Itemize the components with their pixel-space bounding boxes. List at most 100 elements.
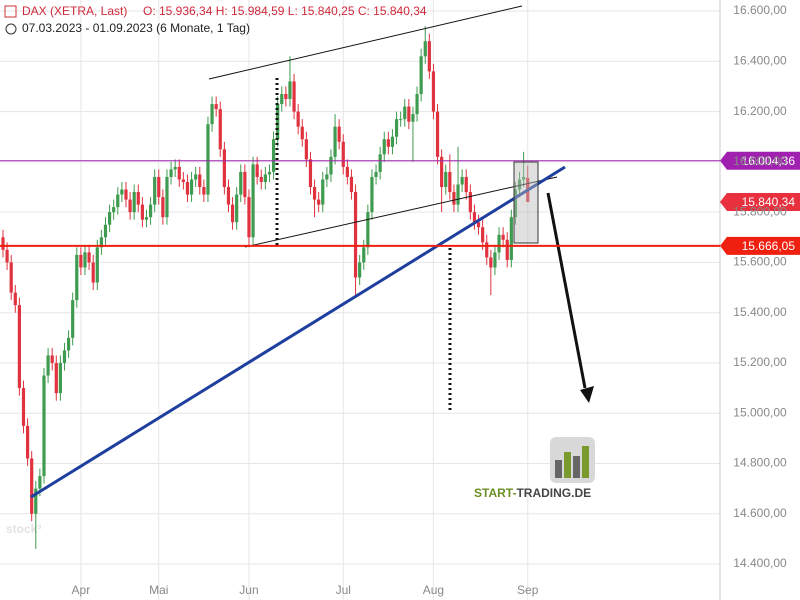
y-tick-label: 14.800,00 [733, 456, 787, 470]
candle-body [276, 104, 280, 140]
candle-body [358, 262, 362, 278]
candle-body [5, 249, 9, 263]
x-tick-label: Jun [239, 583, 258, 597]
y-tick-label: 15.600,00 [733, 255, 787, 269]
candle-body [87, 252, 91, 263]
annotations [30, 5, 594, 499]
candle-body [308, 159, 313, 188]
candle-body [353, 192, 358, 278]
candle-body [132, 192, 136, 213]
candle-body [370, 176, 374, 213]
candle-body [181, 179, 185, 182]
candle-body [337, 126, 341, 142]
candle-body [107, 212, 112, 225]
candle-body [362, 247, 366, 263]
candle-body [124, 189, 128, 200]
candle-body [71, 300, 75, 338]
candle-body [165, 176, 169, 218]
candle-body [386, 139, 390, 147]
candle-body [431, 71, 436, 112]
candle-body [177, 166, 181, 180]
candle-body [366, 212, 370, 248]
price-tag-label: 16.004,36 [742, 154, 796, 168]
candle-body [341, 141, 345, 167]
candle-body [206, 124, 210, 195]
candle-body [456, 184, 460, 205]
candle-body [497, 234, 501, 253]
candle-body [210, 104, 214, 125]
candle-body [185, 181, 190, 195]
candle-body [46, 355, 50, 376]
candle-body [112, 207, 116, 213]
candle-body [218, 109, 222, 150]
candle-body [54, 362, 58, 394]
candle-body [403, 106, 407, 120]
candle-body [169, 169, 173, 177]
candle-body [79, 254, 83, 268]
header-ohlc: O: 15.936,34 H: 15.984,59 L: 15.840,25 C… [143, 4, 427, 18]
y-tick-label: 15.200,00 [733, 355, 787, 369]
candle-body [21, 388, 26, 426]
candle-body [325, 174, 329, 180]
candle-body [513, 189, 518, 218]
candle-body [435, 111, 440, 157]
candle-body [284, 94, 288, 100]
candle-body [394, 119, 399, 137]
candle-body [222, 149, 226, 188]
price-tag [720, 193, 800, 212]
y-tick-label: 15.400,00 [733, 305, 787, 319]
candle-body [267, 171, 272, 175]
candle-body [481, 227, 485, 243]
candle-body [128, 199, 132, 213]
candle-body [468, 192, 472, 213]
candle-body [198, 174, 202, 188]
candle-body [255, 164, 259, 177]
candle-body [427, 41, 431, 72]
candle-body [75, 254, 79, 301]
candle-body [116, 194, 120, 208]
price-tag [720, 151, 800, 170]
candle-body [136, 192, 140, 205]
logo-text: START-TRADING.DE [474, 486, 591, 500]
candle-body [329, 156, 333, 175]
candle-body [300, 126, 304, 140]
x-tick-label: Apr [72, 583, 91, 597]
candle-body [34, 488, 38, 514]
x-tick-label: Sep [517, 583, 539, 597]
candle-body [296, 111, 300, 127]
candle-body [50, 355, 54, 363]
candle-body [292, 81, 296, 112]
y-tick-label: 15.000,00 [733, 405, 787, 419]
candle-body [189, 179, 194, 195]
candle-body [247, 197, 251, 238]
candle-body [464, 176, 468, 193]
candle-body [522, 176, 526, 180]
candle-body [333, 126, 337, 157]
candle-body [243, 171, 247, 198]
candle-body [382, 139, 386, 155]
y-tick-label: 14.400,00 [733, 556, 787, 570]
candle-body [440, 156, 444, 188]
candle-body [312, 187, 317, 200]
candle-body [157, 176, 161, 198]
candle-body [1, 237, 5, 250]
candle-body [42, 375, 46, 477]
date-range: 07.03.2023 - 01.09.2023 (6 Monate, 1 Tag… [22, 21, 250, 35]
candle-body [173, 166, 177, 170]
candle-body [411, 114, 415, 122]
candle-body [62, 350, 67, 363]
candle-body [448, 171, 452, 193]
candle-body [144, 217, 149, 220]
y-tick-label: 16.600,00 [733, 3, 787, 17]
candle-body [120, 189, 124, 195]
candle-body [148, 204, 153, 218]
logo-right: TRADING.DE [516, 486, 591, 500]
y-tick-label: 16.400,00 [733, 54, 787, 68]
watermark: stock³ [6, 522, 41, 536]
candle-body [476, 222, 481, 228]
logo-left: START- [474, 486, 516, 500]
header: DAX (XETRA, Last) O: 15.936,34 H: 15.984… [4, 4, 427, 35]
grid [0, 0, 720, 600]
candle-body [30, 458, 34, 514]
x-tick-label: Jul [336, 583, 351, 597]
